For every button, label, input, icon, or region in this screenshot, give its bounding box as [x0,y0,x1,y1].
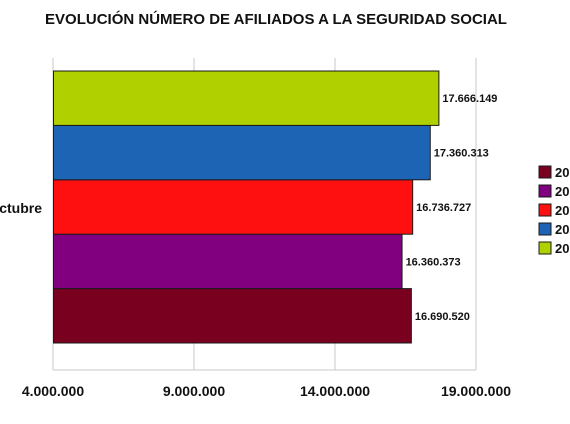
bar [53,288,412,344]
legend-swatch [538,184,552,198]
data-label: 16.690.520 [415,311,470,323]
legend-label: 20 [555,241,569,256]
data-label: 17.360.313 [434,148,489,160]
data-labels-group: 16.690.520 16.360.373 16.736.727 17.360.313… [406,93,498,323]
legend-swatch [538,241,552,255]
bar [53,124,431,181]
legend: 20 20 20 20 20 [538,165,569,256]
legend-label: 20 [555,184,569,199]
category-label: ctubre [0,200,42,216]
x-tick-label: 19.000.000 [441,383,511,399]
legend-label: 20 [555,203,569,218]
legend-swatch [538,222,552,236]
legend-label: 20 [555,222,569,237]
data-label: 16.736.727 [416,202,471,214]
x-tick-label: 4.000.000 [22,383,84,399]
bar [53,70,440,126]
x-tick-label: 9.000.000 [163,383,225,399]
bar [53,233,403,290]
bar [53,179,414,235]
bars-group [53,70,440,344]
legend-swatch [538,203,552,217]
data-label: 16.360.373 [406,256,461,268]
x-axis: 4.000.000 9.000.000 14.000.000 19.000.000 [22,369,511,399]
legend-label: 20 [555,165,569,180]
x-tick-label: 14.000.000 [300,383,370,399]
data-label: 17.666.149 [442,93,497,105]
legend-swatch [538,165,552,179]
chart-title: EVOLUCIÓN NÚMERO DE AFILIADOS A LA SEGUR… [45,10,507,28]
